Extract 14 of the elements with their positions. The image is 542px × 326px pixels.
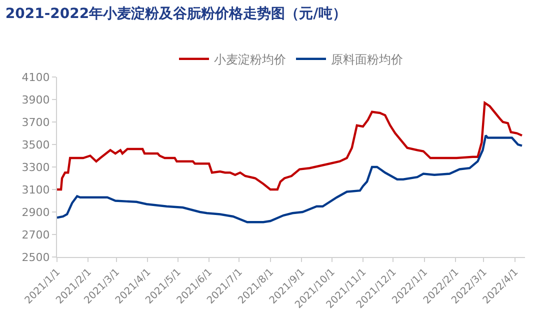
line-series	[57, 134, 524, 224]
y-tick-label: 3500	[22, 138, 50, 152]
legend-label: 小麦淀粉均价	[214, 52, 286, 67]
line-series	[57, 102, 524, 191]
y-tick-label: 4100	[22, 70, 50, 84]
y-tick-label: 3100	[22, 183, 50, 196]
y-tick-label: 2900	[22, 206, 50, 219]
chart-title: 2021-2022年小麦淀粉及谷朊粉价格走势图（元/吨）	[5, 4, 346, 22]
y-tick-label: 3700	[22, 116, 50, 129]
y-tick-label: 3900	[22, 93, 50, 106]
y-tick-label: 2700	[22, 228, 50, 242]
legend-label: 原料面粉均价	[331, 52, 403, 67]
y-tick-label: 2500	[22, 250, 50, 264]
y-tick-label: 3300	[22, 160, 50, 174]
